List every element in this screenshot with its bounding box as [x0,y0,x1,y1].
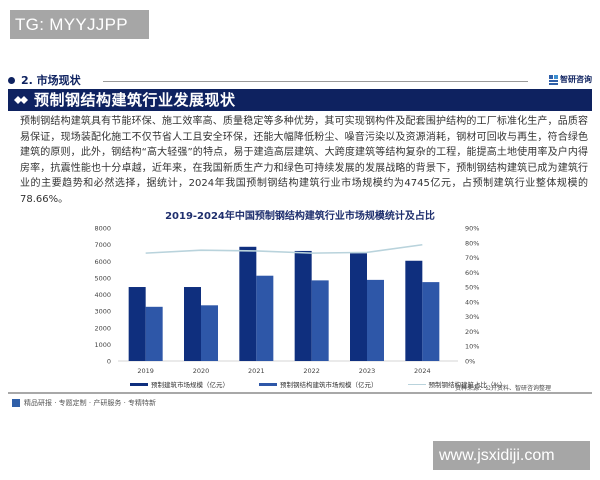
y-axis-right-tick: 60% [465,269,479,277]
page-title: 预制钢结构建筑行业发展现状 [34,91,236,109]
chart-legend: 预制建筑市场规模（亿元） 预制钢结构建筑市场规模（亿元） 预制钢结构建筑占比（%… [130,379,506,389]
legend-item-share: 预制钢结构建筑占比（%） [407,379,507,389]
y-axis-right-tick: 30% [465,313,479,321]
bar-steel [367,279,384,361]
x-axis-tick: 2022 [303,367,320,375]
legend-label: 预制钢结构建筑市场规模（亿元） [280,381,378,389]
x-axis-tick: 2021 [248,367,265,375]
page-title-bar: 预制钢结构建筑行业发展现状 [8,89,592,111]
brand-name: 智研咨询 [560,75,592,84]
y-axis-left-tick: 7000 [94,241,111,249]
bar-prefab [294,250,312,361]
bar-steel [201,305,218,361]
y-axis-right-tick: 90% [465,225,479,233]
legend-swatch-line-icon [407,383,426,385]
y-axis-left-tick: 3000 [94,308,111,316]
brand-logo-icon [549,74,558,85]
y-axis-right-tick: 50% [465,284,479,292]
watermark-top: TG: MYYJJPP [10,10,149,39]
y-axis-left-tick: 2000 [94,324,111,332]
section-divider [103,81,528,82]
bar-prefab [184,287,201,361]
y-axis-left-tick: 5000 [94,274,111,282]
legend-item-steel: 预制钢结构建筑市场规模（亿元） [259,379,378,389]
chart-source: 资料来源：公开资料、智研咨询整理 [455,385,552,392]
bar-prefab [239,246,257,361]
bar-steel [256,275,274,361]
brand-logo: 智研咨询 [549,74,592,85]
section-header: 2. 市场现状 智研咨询 [8,73,592,89]
legend-swatch-light-icon [259,382,277,386]
x-axis-tick: 2020 [193,367,210,375]
legend-item-prefab: 预制建筑市场规模（亿元） [130,379,229,389]
y-axis-left-tick: 6000 [94,258,111,266]
y-axis-right-tick: 0% [465,358,475,366]
y-axis-right-tick: 80% [465,239,479,247]
y-axis-right-tick: 40% [465,298,479,306]
bar-prefab [350,253,367,361]
x-axis-tick: 2024 [414,367,431,375]
bar-steel [145,306,163,361]
x-axis-tick: 2019 [137,367,154,375]
y-axis-right-tick: 20% [465,328,479,336]
footer-tagline: 精品研报 · 专题定制 · 产研服务 · 专精特新 [24,399,157,407]
bar-prefab [128,287,146,361]
footer: 精品研报 · 专题定制 · 产研服务 · 专精特新 [12,398,156,408]
section-label: 2. 市场现状 [21,74,81,87]
footer-divider [8,392,592,394]
body-paragraph: 预制钢结构建筑具有节能环保、施工效率高、质量稳定等多种优势，其可实现钢构件及配套… [20,116,588,205]
legend-swatch-dark-icon [130,382,148,386]
diamond-icon [14,96,28,104]
legend-label: 预制建筑市场规模（亿元） [151,381,229,389]
bar-steel [422,282,440,361]
x-axis-tick: 2023 [359,367,376,375]
watermark-bottom: www.jsxidiji.com [433,441,590,470]
chart-title: 2019-2024年中国预制钢结构建筑行业市场规模统计及占比 [165,211,435,222]
y-axis-left-tick: 4000 [94,291,111,299]
y-axis-left-tick: 8000 [94,225,111,233]
y-axis-right-tick: 10% [465,343,479,351]
y-axis-left-tick: 1000 [94,341,111,349]
legend-label: 预制钢结构建筑占比（%） [428,381,507,389]
y-axis-left-tick: 0 [107,358,111,366]
bar-prefab [405,260,423,361]
footer-logo-icon [12,399,20,407]
y-axis-right-tick: 70% [465,254,479,262]
share-line [145,243,423,254]
bar-steel [311,280,329,361]
bullet-dot-icon [8,77,15,84]
